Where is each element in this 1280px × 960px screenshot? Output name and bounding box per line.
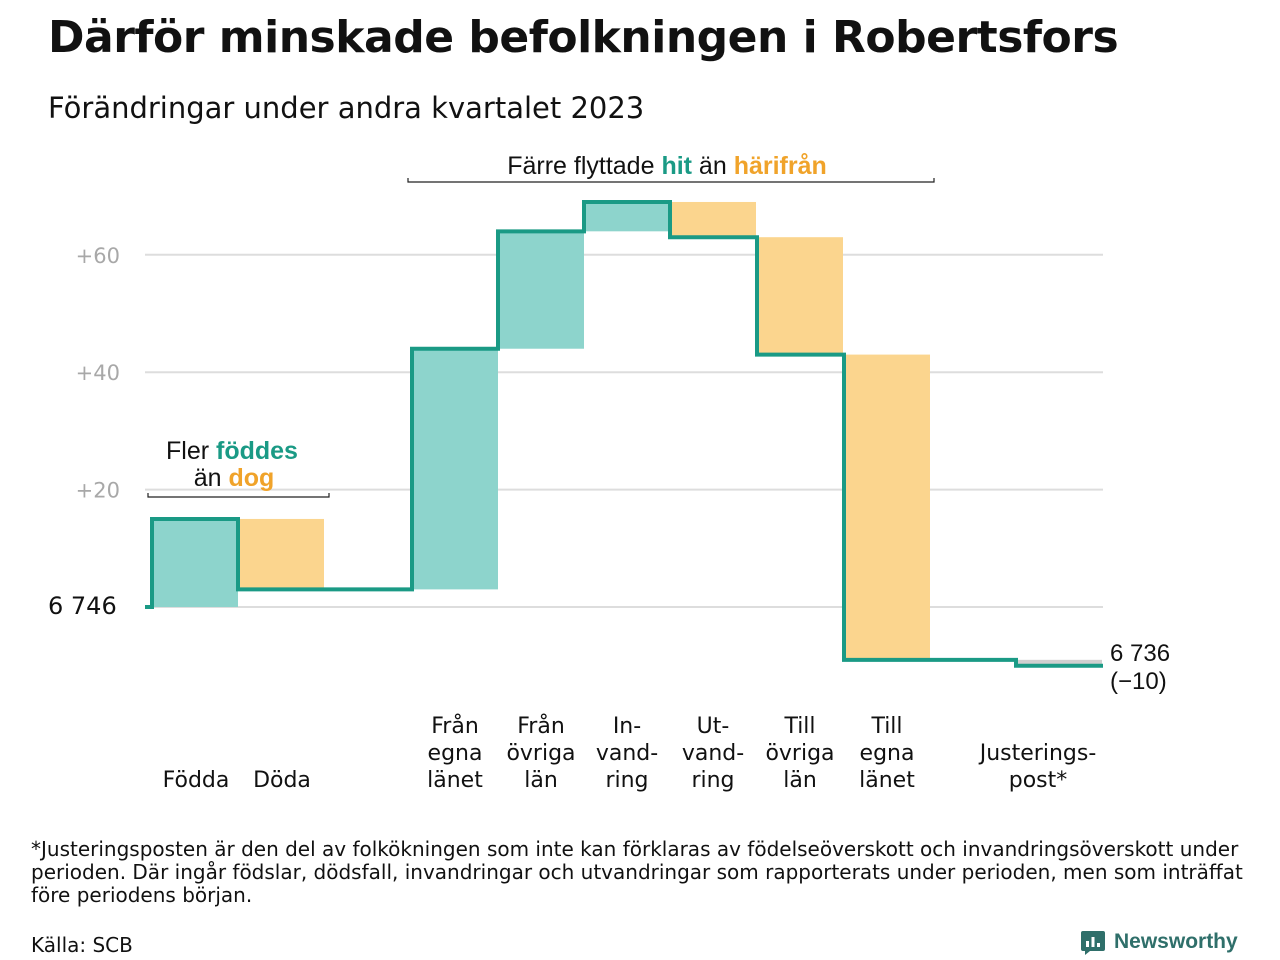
moves-annotation-part: än [692, 152, 734, 180]
waterfall-bar [584, 201, 670, 232]
waterfall-bar [757, 237, 843, 355]
chart-subtitle: Förändringar under andra kvartalet 2023 [48, 91, 645, 125]
brand-name: Newsworthy [1114, 930, 1238, 953]
moves-annotation: Färre flyttade hit än härifrån [507, 152, 827, 180]
category-label: Från [431, 713, 479, 739]
waterfall-bar [238, 518, 324, 590]
category-label: ring [691, 768, 734, 793]
category-label: ring [605, 768, 648, 793]
newsworthy-logo-icon [1081, 931, 1105, 955]
category-label: vand- [596, 741, 658, 766]
y-tick-label: +20 [76, 479, 120, 503]
category-label: Födda [163, 768, 230, 793]
y-tick-label: +40 [76, 361, 120, 385]
category-label: vand- [682, 741, 744, 766]
waterfall-bar [498, 231, 584, 349]
births-annotation-line1: Fler föddes [166, 437, 298, 465]
category-label: Döda [253, 768, 311, 793]
chart-title: Därför minskade befolkningen i Robertsfo… [48, 12, 1119, 63]
brand-logo: Newsworthy [1080, 929, 1238, 955]
category-label: Från [517, 713, 565, 739]
category-label: post* [1009, 768, 1068, 793]
category-label: länet [859, 768, 915, 793]
waterfall-bar [844, 354, 930, 660]
births-annotation-line2-part: än [194, 464, 229, 492]
births-annotation-line1-part: föddes [216, 437, 298, 465]
moves-annotation-part: hit [661, 152, 692, 180]
y-tick-label: +60 [76, 244, 120, 268]
births-annotation-line1-part: Fler [166, 437, 216, 465]
end-change-label: (−10) [1110, 668, 1167, 695]
category-label: Ut- [697, 714, 730, 739]
waterfall-bar [1016, 659, 1102, 666]
category-label: Till [870, 714, 902, 739]
category-label: länet [427, 768, 483, 793]
cumulative-step-line [145, 199, 1103, 668]
category-label: Justerings- [978, 741, 1097, 766]
waterfall-bar [670, 201, 756, 238]
category-label: övriga [765, 741, 834, 766]
category-label: egna [860, 741, 915, 766]
waterfall-bar [152, 518, 238, 607]
births-annotation-line2: än dog [194, 464, 275, 492]
births-bracket [147, 493, 330, 498]
footnote: *Justeringsposten är den del av folkökni… [31, 837, 1243, 907]
category-label: län [524, 768, 558, 793]
births-annotation-line2-part: dog [228, 464, 274, 492]
moves-annotation-part: härifrån [734, 152, 827, 180]
category-label: egna [428, 741, 483, 766]
source-note: Källa: SCB [31, 933, 133, 957]
category-label: In- [613, 714, 641, 739]
category-label: Till [783, 714, 815, 739]
moves-annotation-part: Färre flyttade [507, 152, 661, 180]
end-value-label: 6 736 [1110, 640, 1170, 667]
category-label: län [783, 768, 817, 793]
waterfall-bar [412, 348, 498, 590]
category-label: övriga [506, 741, 575, 766]
moves-bracket [407, 178, 935, 183]
start-value-label: 6 746 [48, 592, 117, 620]
